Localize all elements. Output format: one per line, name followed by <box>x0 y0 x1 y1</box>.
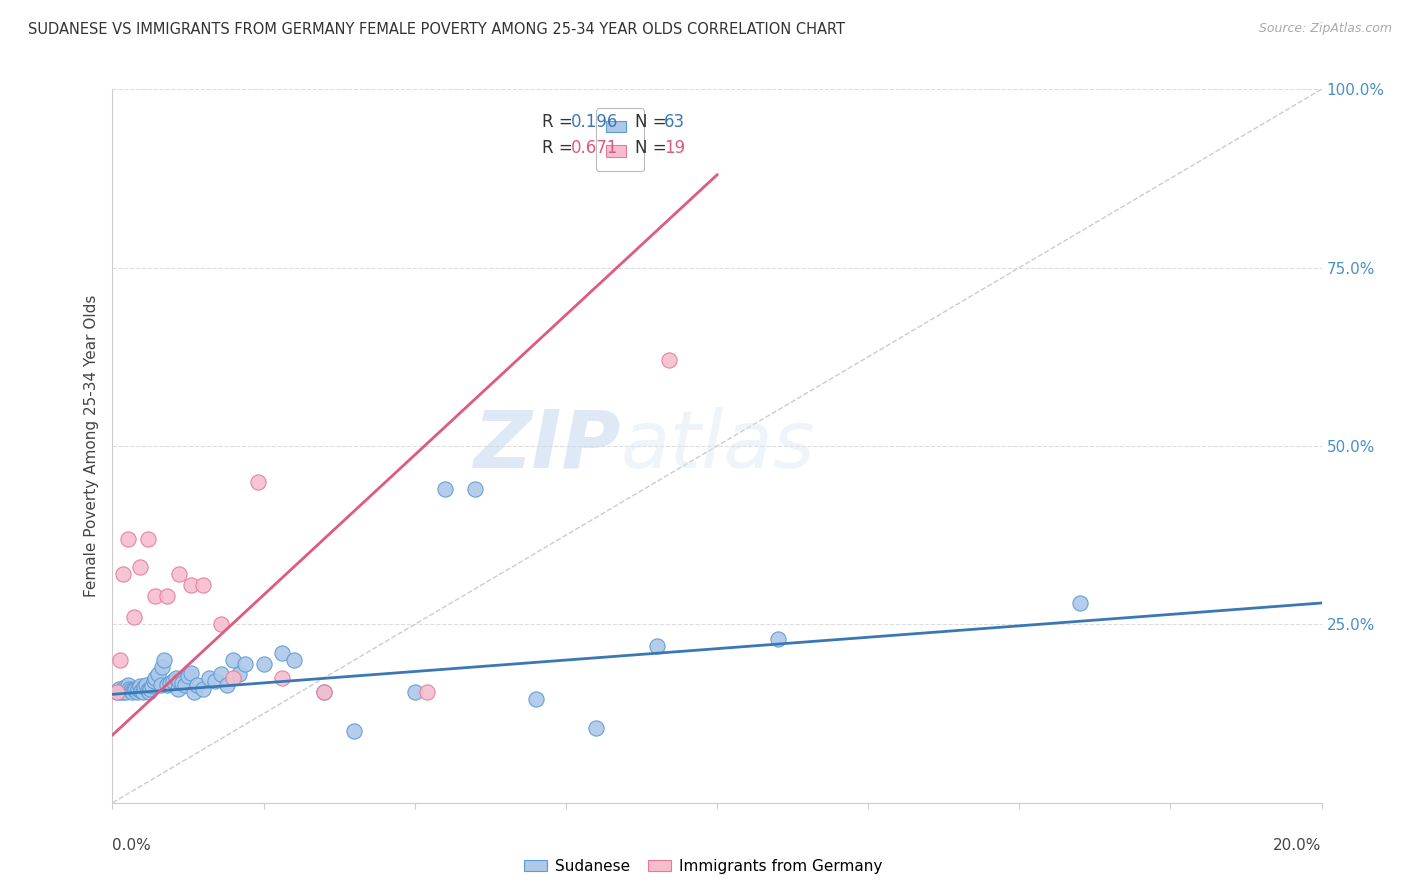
Point <box>270 646 292 660</box>
Point <box>180 578 202 592</box>
Point <box>174 678 197 692</box>
Point <box>117 678 139 692</box>
Point <box>222 653 245 667</box>
Text: 19: 19 <box>664 139 685 157</box>
Y-axis label: Female Poverty Among 25-34 Year Olds: Female Poverty Among 25-34 Year Olds <box>83 295 98 597</box>
Point <box>117 532 139 546</box>
Text: ZIP: ZIP <box>472 407 620 485</box>
Point <box>766 632 789 646</box>
Legend: , : , <box>596 108 644 171</box>
Point <box>314 685 336 699</box>
Point <box>156 589 179 603</box>
Point <box>166 681 188 696</box>
Point <box>121 685 143 699</box>
Point <box>314 685 336 699</box>
Point <box>127 681 149 696</box>
Point <box>433 482 456 496</box>
Text: N =: N = <box>636 113 672 131</box>
Point <box>105 685 128 699</box>
Point <box>139 681 162 696</box>
Point <box>135 678 157 692</box>
Point <box>217 678 239 692</box>
Point <box>131 683 153 698</box>
Point <box>222 671 245 685</box>
Text: 63: 63 <box>664 113 685 131</box>
Text: atlas: atlas <box>620 407 815 485</box>
Point <box>343 724 366 739</box>
Point <box>122 681 145 696</box>
Point <box>108 685 131 699</box>
Point <box>150 660 173 674</box>
Point <box>246 475 269 489</box>
Point <box>524 692 547 706</box>
Text: R =: R = <box>541 139 578 157</box>
Point <box>209 617 232 632</box>
Point <box>125 685 148 699</box>
Point <box>191 578 214 592</box>
Point <box>228 667 250 681</box>
Point <box>128 560 150 574</box>
Point <box>464 482 486 496</box>
Point <box>122 610 145 624</box>
Point <box>146 667 169 681</box>
Point <box>112 685 135 699</box>
Point <box>118 681 141 696</box>
Point <box>177 669 200 683</box>
Point <box>645 639 668 653</box>
Text: 0.196: 0.196 <box>571 113 619 131</box>
Point <box>120 683 142 698</box>
Point <box>142 674 165 689</box>
Point <box>170 676 193 690</box>
Text: SUDANESE VS IMMIGRANTS FROM GERMANY FEMALE POVERTY AMONG 25-34 YEAR OLDS CORRELA: SUDANESE VS IMMIGRANTS FROM GERMANY FEMA… <box>28 22 845 37</box>
Text: 0.671: 0.671 <box>571 139 619 157</box>
Point <box>585 721 607 735</box>
Point <box>128 680 150 694</box>
Point <box>404 685 426 699</box>
Text: 20.0%: 20.0% <box>1274 838 1322 854</box>
Legend: Sudanese, Immigrants from Germany: Sudanese, Immigrants from Germany <box>517 853 889 880</box>
Point <box>204 674 226 689</box>
Point <box>132 680 155 694</box>
Point <box>1069 596 1091 610</box>
Point <box>416 685 439 699</box>
Point <box>136 683 159 698</box>
Point <box>167 567 190 582</box>
Point <box>105 685 128 699</box>
Text: Source: ZipAtlas.com: Source: ZipAtlas.com <box>1258 22 1392 36</box>
Point <box>110 683 132 698</box>
Point <box>124 683 146 698</box>
Point <box>180 665 202 680</box>
Point <box>167 674 190 689</box>
Point <box>138 685 160 699</box>
Point <box>108 653 131 667</box>
Point <box>209 667 232 681</box>
Point <box>143 671 166 685</box>
Point <box>132 685 155 699</box>
Point <box>270 671 292 685</box>
Point <box>149 678 172 692</box>
Text: R =: R = <box>541 113 578 131</box>
Text: N =: N = <box>636 139 672 157</box>
Point <box>136 532 159 546</box>
Point <box>235 657 257 671</box>
Point <box>165 671 187 685</box>
Point <box>112 567 135 582</box>
Point <box>114 680 136 694</box>
Point <box>159 676 181 690</box>
Point <box>283 653 305 667</box>
Point <box>143 589 166 603</box>
Point <box>183 685 205 699</box>
Point <box>153 653 176 667</box>
Point <box>253 657 276 671</box>
Point <box>186 678 208 692</box>
Point <box>141 680 163 694</box>
Point <box>658 353 681 368</box>
Text: 0.0%: 0.0% <box>112 838 152 854</box>
Point <box>191 681 214 696</box>
Point <box>114 685 136 699</box>
Point <box>162 674 184 689</box>
Point <box>107 681 129 696</box>
Point <box>198 671 221 685</box>
Point <box>156 678 179 692</box>
